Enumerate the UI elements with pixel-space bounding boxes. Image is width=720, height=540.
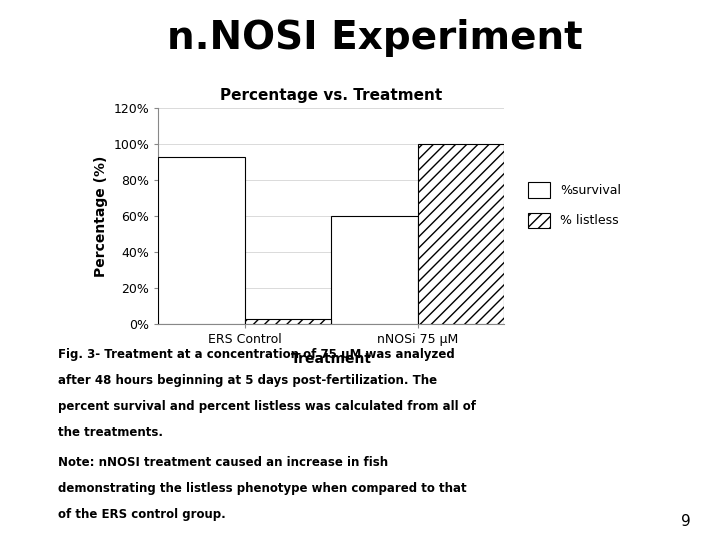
Text: 9: 9 bbox=[681, 514, 691, 529]
Text: percent survival and percent listless was calculated from all of: percent survival and percent listless wa… bbox=[58, 400, 476, 413]
Text: Note: nNOSI treatment caused an increase in fish: Note: nNOSI treatment caused an increase… bbox=[58, 456, 388, 469]
Bar bbox=[418, 144, 504, 324]
Title: Percentage vs. Treatment: Percentage vs. Treatment bbox=[220, 87, 442, 103]
Text: demonstrating the listless phenotype when compared to that: demonstrating the listless phenotype whe… bbox=[58, 482, 467, 495]
Bar bbox=[331, 216, 418, 324]
Bar bbox=[245, 319, 331, 324]
Legend: %survival, % listless: %survival, % listless bbox=[528, 183, 621, 228]
Text: of the ERS control group.: of the ERS control group. bbox=[58, 508, 225, 521]
Text: n.NOSI Experiment: n.NOSI Experiment bbox=[166, 19, 582, 57]
Text: after 48 hours beginning at 5 days post-fertilization. The: after 48 hours beginning at 5 days post-… bbox=[58, 374, 437, 387]
Text: the treatments.: the treatments. bbox=[58, 426, 163, 439]
Y-axis label: Percentage (%): Percentage (%) bbox=[94, 156, 108, 276]
Text: Fig. 3- Treatment at a concentration of 75 μM was analyzed: Fig. 3- Treatment at a concentration of … bbox=[58, 348, 454, 361]
X-axis label: Treatment: Treatment bbox=[291, 352, 372, 366]
Bar bbox=[158, 157, 245, 324]
